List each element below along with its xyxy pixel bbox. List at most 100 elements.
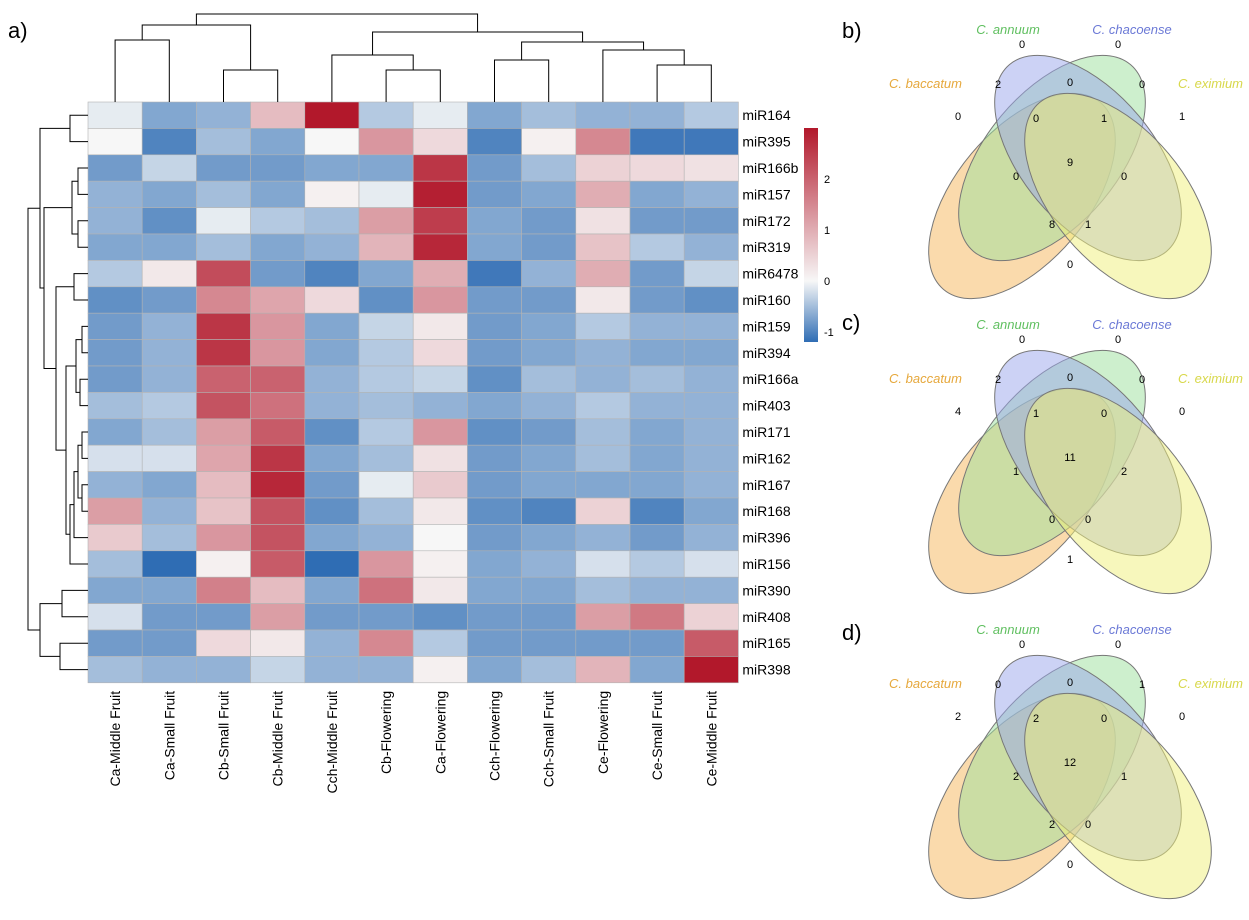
row-label: miR157 (742, 186, 790, 202)
venn-region-count: 0 (1019, 334, 1025, 346)
heatmap-cell (304, 497, 360, 525)
column-label: Cch-Small Fruit (541, 691, 557, 788)
heatmap-cell (412, 392, 468, 420)
heatmap-cell (575, 233, 631, 261)
panel-label-d: d) (842, 620, 862, 645)
heatmap-cell (683, 550, 739, 578)
heatmap-cell (575, 629, 631, 657)
dendrogram-branch (69, 114, 88, 143)
venn-region-count: 11 (1064, 452, 1075, 464)
venn-region-count: 2 (955, 711, 961, 723)
heatmap-cell (521, 524, 577, 552)
heatmap-cell (575, 418, 631, 446)
heatmap-cell (250, 365, 306, 393)
heatmap-cell (412, 497, 468, 525)
heatmap-cell (629, 180, 685, 208)
heatmap-cell (250, 260, 306, 288)
dendrogram-branch (602, 49, 685, 102)
row-label: miR160 (742, 292, 790, 308)
heatmap-cell (87, 339, 143, 367)
heatmap-cell (250, 180, 306, 208)
heatmap-cell (196, 180, 251, 208)
heatmap-cell (412, 576, 468, 604)
row-label: miR403 (742, 398, 790, 414)
venn-region-count: 0 (1067, 259, 1073, 271)
venn-set-label: C. baccatum (889, 676, 962, 691)
heatmap-cell (141, 339, 197, 367)
heatmap-cell (304, 656, 360, 684)
dendrogram-branch (114, 39, 170, 102)
column-label: Cb-Small Fruit (216, 691, 232, 781)
heatmap-cell (521, 471, 577, 499)
venn-region-count: 8 (1049, 219, 1055, 231)
venn-region-count: 4 (955, 406, 961, 418)
heatmap-cell (575, 180, 631, 208)
heatmap-cell (521, 207, 577, 235)
heatmap-cell (412, 629, 468, 657)
dendrogram-branch (77, 444, 82, 499)
row-label: miR165 (742, 635, 790, 651)
heatmap-cell (412, 444, 468, 472)
heatmap-cell (87, 392, 143, 420)
heatmap-cell (304, 101, 360, 129)
row-label: miR159 (742, 318, 790, 334)
heatmap-cell (575, 656, 631, 684)
heatmap-cell (683, 471, 739, 499)
venn-set-label: C. chacoense (1092, 622, 1172, 637)
heatmap-cell (412, 524, 468, 552)
heatmap-cell (683, 154, 739, 182)
heatmap-cell (196, 233, 251, 261)
heatmap-cell (196, 128, 251, 156)
heatmap-cell (141, 312, 197, 340)
heatmap-cell (521, 656, 577, 684)
heatmap-cell (683, 524, 739, 552)
heatmap-cell (629, 418, 685, 446)
heatmap-cell (683, 339, 739, 367)
heatmap-cell (250, 629, 306, 657)
row-label: miR172 (742, 213, 790, 229)
heatmap-cell (304, 286, 360, 314)
colorbar-tick-label: 1 (824, 225, 830, 237)
heatmap-cell (358, 603, 414, 631)
heatmap-cell (629, 154, 685, 182)
heatmap-cell (575, 339, 631, 367)
heatmap-cell (141, 629, 197, 657)
venn-region-count: 1 (1139, 679, 1145, 691)
heatmap-cell (304, 207, 360, 235)
dendrogram-branch (39, 603, 62, 657)
heatmap-cell (467, 233, 522, 261)
dendrogram-branch (77, 167, 88, 195)
heatmap-cell (629, 603, 685, 631)
heatmap-cell (250, 207, 306, 235)
dendrogram-branch (656, 64, 712, 102)
heatmap-cell (629, 260, 685, 288)
heatmap-cell (87, 629, 143, 657)
heatmap-cell (196, 471, 251, 499)
column-label: Ce-Middle Fruit (703, 691, 719, 787)
colorbar-tick-label: -1 (824, 327, 834, 339)
heatmap-cell (629, 128, 685, 156)
venn-set-label: C. eximium (1178, 676, 1243, 691)
venn-region-count: 0 (1115, 334, 1121, 346)
heatmap-cell (141, 154, 197, 182)
heatmap-cell (304, 128, 360, 156)
heatmap-cell (521, 286, 577, 314)
heatmap-cell (683, 260, 739, 288)
heatmap-cell (467, 154, 522, 182)
heatmap-cell (304, 444, 360, 472)
dendrogram-branch (61, 589, 88, 618)
heatmap-cell (358, 497, 414, 525)
heatmap-cell (412, 207, 468, 235)
heatmap-cell (141, 233, 197, 261)
venn-region-count: 0 (1139, 374, 1145, 386)
heatmap-cell (87, 603, 143, 631)
heatmap-cell (87, 207, 143, 235)
heatmap-cell (358, 576, 414, 604)
heatmap-cell (467, 101, 522, 129)
dendrogram-branch (223, 69, 279, 102)
venn-region-count: 2 (995, 374, 1001, 386)
heatmap-cell (575, 128, 631, 156)
heatmap-cell (250, 339, 306, 367)
venn-region-count: 0 (995, 679, 1001, 691)
heatmap-cell (412, 154, 468, 182)
